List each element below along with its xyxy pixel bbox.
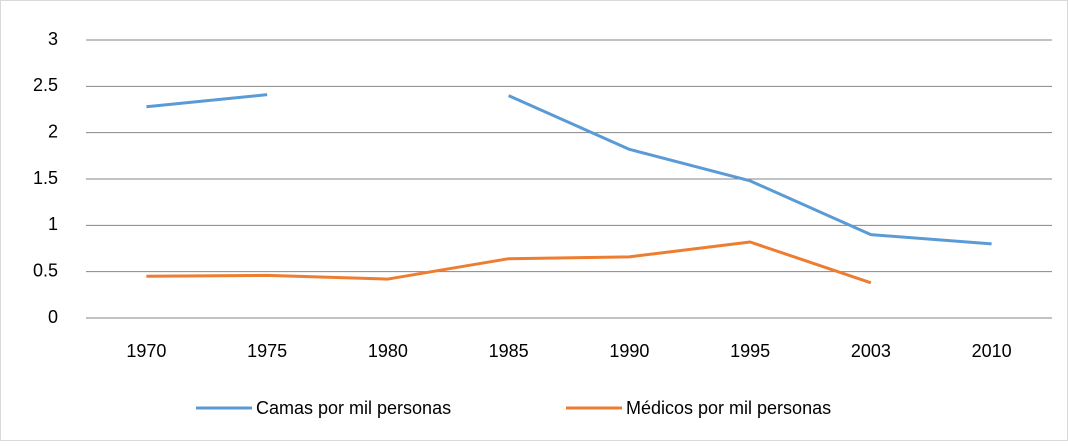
legend-label: Camas por mil personas (256, 398, 451, 418)
y-tick-label: 2 (48, 121, 58, 141)
x-tick-label: 1980 (368, 341, 408, 361)
x-tick-label: 1975 (247, 341, 287, 361)
series-line (146, 240, 872, 285)
y-tick-label: 1 (48, 214, 58, 234)
x-tick-label: 1970 (126, 341, 166, 361)
x-tick-label: 1985 (489, 341, 529, 361)
y-tick-label: 2.5 (33, 75, 58, 95)
series-line (146, 93, 992, 246)
x-tick-label: 1995 (730, 341, 770, 361)
y-tick-label: 3 (48, 29, 58, 49)
x-tick-label: 1990 (609, 341, 649, 361)
y-tick-label: 0.5 (33, 260, 58, 280)
x-tick-label: 2003 (851, 341, 891, 361)
legend-label: Médicos por mil personas (626, 398, 831, 418)
x-tick-label: 2010 (972, 341, 1012, 361)
y-tick-label: 0 (48, 307, 58, 327)
y-tick-label: 1.5 (33, 168, 58, 188)
